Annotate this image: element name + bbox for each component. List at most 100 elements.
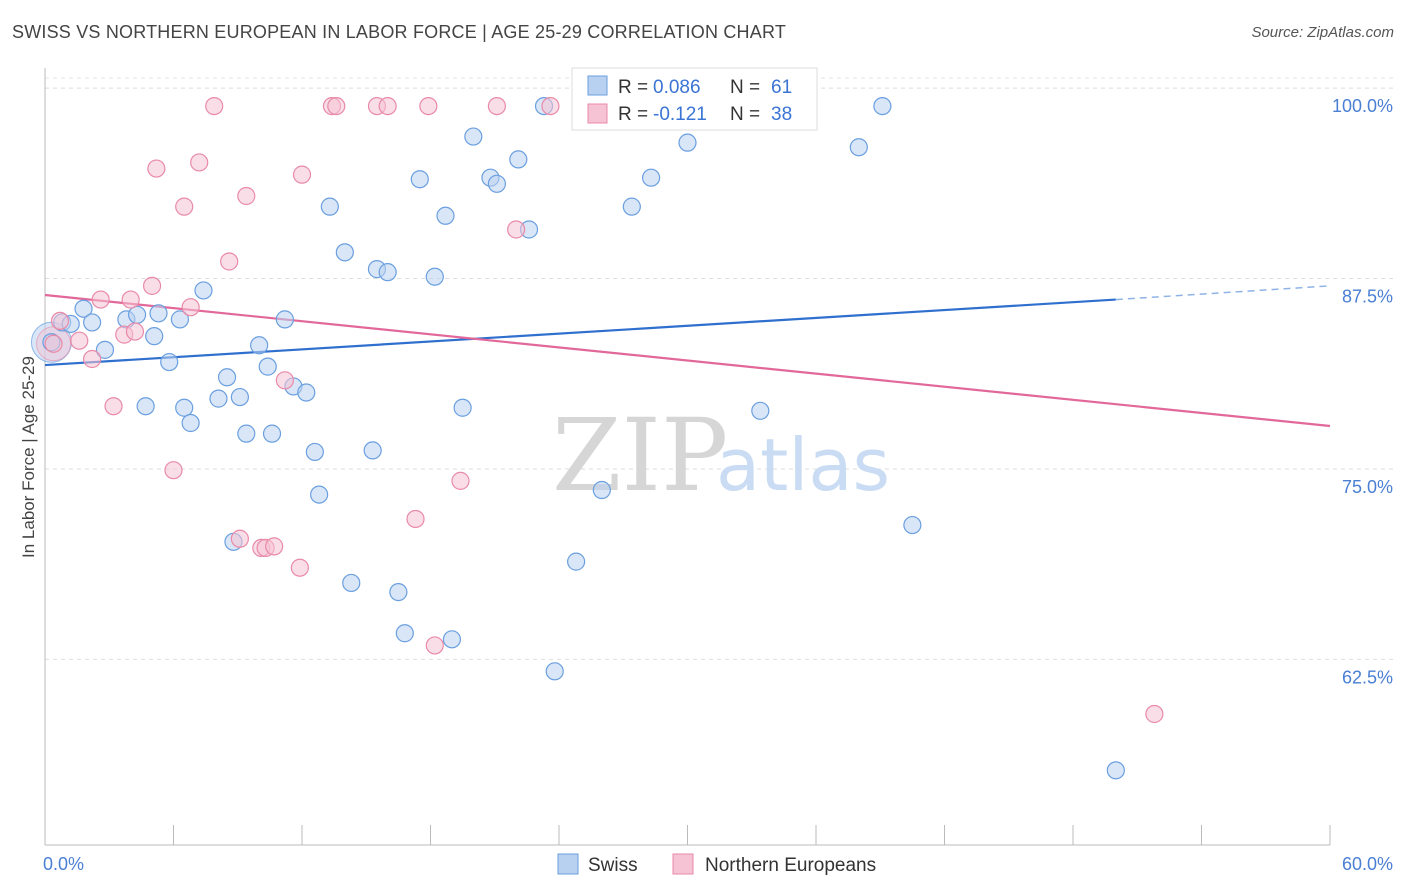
- point-northern-31: [425, 636, 444, 655]
- trend-lines: [44, 285, 1331, 428]
- trend-line-extension-0: [1115, 285, 1331, 301]
- point-swiss-31: [342, 573, 361, 593]
- point-swiss-32: [363, 441, 382, 460]
- point-swiss-37: [410, 170, 429, 189]
- point-swiss-40: [442, 630, 462, 649]
- point-swiss-39: [436, 206, 455, 225]
- legend-r-value-northern: -0.121: [653, 104, 707, 125]
- point-swiss-35: [389, 582, 408, 602]
- point-northern-13: [181, 298, 200, 317]
- series-legend-label-swiss: Swiss: [588, 855, 638, 876]
- point-northern-2: [70, 331, 89, 350]
- point-swiss-44: [487, 174, 506, 193]
- data-points: [30, 96, 1164, 780]
- point-swiss-4: [83, 313, 102, 332]
- point-swiss-53: [641, 168, 661, 187]
- x-tick-labels: 0.0% 60.0%: [43, 854, 1393, 874]
- point-swiss-34: [378, 263, 397, 282]
- point-swiss-15: [194, 281, 213, 300]
- point-swiss-52: [622, 197, 641, 216]
- point-swiss-41: [453, 398, 472, 417]
- point-swiss-9: [145, 327, 164, 346]
- point-swiss-27: [305, 442, 324, 462]
- y-axis-label: In Labor Force | Age 25-29: [19, 356, 38, 558]
- point-northern-12: [175, 197, 194, 216]
- point-swiss-29: [320, 197, 339, 216]
- point-northern-4: [91, 290, 110, 309]
- point-northern-29: [406, 509, 425, 529]
- point-northern-0: [44, 334, 63, 353]
- point-northern-26: [327, 96, 346, 116]
- point-northern-9: [142, 276, 162, 295]
- point-northern-37: [1145, 704, 1164, 724]
- grid-lines: [45, 77, 1395, 660]
- point-northern-18: [237, 186, 256, 206]
- point-swiss-11: [160, 352, 179, 372]
- series-legend-swatch-swiss: [557, 853, 579, 875]
- point-swiss-17: [217, 368, 237, 387]
- series-legend: Swiss Northern Europeans: [557, 853, 876, 876]
- point-northern-5: [104, 397, 123, 416]
- legend-swatch-northern: [587, 103, 608, 124]
- y-tick-label-2: 75.0%: [1342, 477, 1393, 497]
- point-swiss-58: [873, 96, 892, 116]
- y-tick-label-1: 87.5%: [1342, 287, 1393, 307]
- x-tick-label-1: 60.0%: [1342, 854, 1393, 874]
- axes: [44, 68, 1331, 846]
- point-swiss-49: [567, 552, 586, 571]
- point-northern-1: [50, 311, 70, 331]
- point-northern-10: [147, 159, 166, 178]
- point-swiss-28: [310, 485, 329, 504]
- point-swiss-8: [136, 397, 155, 416]
- point-swiss-54: [678, 133, 697, 152]
- point-swiss-16: [209, 389, 228, 408]
- legend-box: [571, 67, 818, 131]
- point-swiss-56: [751, 401, 770, 420]
- point-northern-11: [164, 461, 183, 480]
- legend-swatch-swiss: [587, 75, 608, 96]
- legend-n-value-northern: 38: [771, 104, 792, 125]
- series-legend-label-northern: Northern Europeans: [705, 855, 876, 876]
- x-tick-label-0: 0.0%: [43, 854, 84, 874]
- point-swiss-23: [262, 424, 282, 443]
- point-northern-15: [205, 96, 224, 116]
- series-legend-swatch-northern: [672, 853, 694, 875]
- point-swiss-45: [509, 150, 528, 169]
- legend: R = 0.086 N = 61 R = -0.121 N = 38: [571, 67, 818, 131]
- point-swiss-60: [1106, 761, 1125, 780]
- watermark: ZIP atlas: [552, 397, 890, 514]
- legend-n-label-swiss: N =: [730, 77, 760, 98]
- legend-r-value-swiss: 0.086: [653, 77, 701, 98]
- legend-n-value-swiss: 61: [771, 77, 792, 98]
- legend-r-label-swiss: R =: [618, 77, 648, 98]
- point-northern-33: [487, 96, 506, 116]
- point-northern-21: [265, 537, 284, 556]
- legend-n-label-northern: N =: [730, 104, 760, 125]
- y-tick-label-0: 100.0%: [1332, 96, 1393, 116]
- point-swiss-59: [903, 515, 922, 535]
- point-northern-34: [507, 220, 526, 239]
- watermark-atlas: atlas: [716, 423, 890, 507]
- point-northern-8: [125, 322, 145, 341]
- point-swiss-7: [127, 305, 147, 324]
- chart-title: SWISS VS NORTHERN EUROPEAN IN LABOR FORC…: [12, 22, 787, 42]
- point-swiss-24: [275, 310, 294, 329]
- point-northern-24: [292, 165, 312, 184]
- point-swiss-5: [95, 340, 115, 359]
- point-swiss-36: [395, 624, 414, 643]
- point-northern-7: [121, 290, 140, 309]
- point-swiss-42: [464, 127, 483, 146]
- point-swiss-3: [74, 299, 93, 318]
- trend-line-1: [44, 293, 1331, 428]
- point-swiss-21: [250, 336, 269, 355]
- point-swiss-20: [237, 424, 256, 443]
- point-northern-14: [190, 153, 209, 172]
- point-swiss-10: [149, 304, 168, 323]
- point-northern-3: [83, 349, 102, 369]
- y-tick-labels: 100.0% 87.5% 75.0% 62.5%: [1332, 96, 1393, 687]
- point-northern-17: [230, 529, 249, 548]
- point-swiss-30: [335, 243, 354, 262]
- point-swiss-12: [170, 310, 190, 329]
- y-tick-label-3: 62.5%: [1342, 667, 1393, 687]
